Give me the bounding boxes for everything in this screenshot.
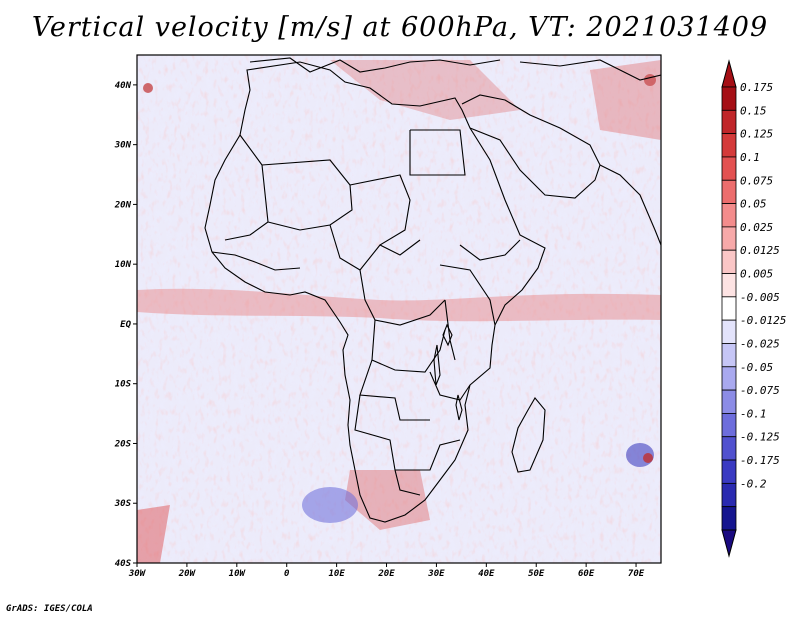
lat-tick-label: 20N [114, 200, 132, 210]
colorbar-swatch [721, 86, 737, 111]
lon-tick-label: 50E [528, 569, 545, 579]
colorbar-label: -0.125 [740, 431, 780, 444]
map-frame [136, 54, 662, 564]
colorbar-swatch [721, 436, 737, 461]
colorbar-label: 0.075 [740, 174, 773, 187]
lat-tick-label: 30N [114, 141, 132, 151]
colorbar-swatch [721, 156, 737, 181]
colorbar: 0.175 0.15 0.125 0.1 0.075 0.05 0.025 0.0125 0.0… [721, 59, 786, 558]
colorbar-label: 0.175 [740, 81, 773, 94]
lon-tick-label: 60E [578, 569, 595, 579]
colorbar-swatch [721, 109, 737, 135]
colorbar-label: -0.0125 [740, 314, 786, 327]
lat-tick-label: 40N [115, 81, 132, 91]
lat-tick-label: 40S [115, 559, 132, 569]
colorbar-label: 0.125 [740, 128, 773, 141]
colorbar-label: -0.05 [740, 361, 773, 374]
lon-tick-label: 20E [377, 569, 395, 579]
colorbar-top-arrow [721, 59, 737, 88]
colorbar-swatch [721, 459, 737, 484]
lon-tick-label: 20W [178, 569, 197, 579]
lat-tick-label: 10N [115, 260, 132, 270]
latitude-axis: 40N 30N 20N 10N EQ 10S 20S 30S 40S [114, 81, 137, 569]
lat-tick-label: 10S [115, 380, 132, 390]
lat-tick-label: 20S [114, 439, 132, 449]
colorbar-label: -0.025 [740, 337, 780, 350]
colorbar-bottom-arrow [721, 529, 737, 558]
colorbar-swatch [721, 413, 737, 438]
colorbar-swatch [721, 319, 737, 344]
lon-tick-label: 0 [284, 569, 290, 579]
lon-tick-label: 30W [128, 569, 147, 579]
colorbar-swatch [721, 366, 737, 391]
velocity-field [137, 55, 661, 563]
colorbar-swatch [721, 203, 737, 228]
colorbar-label: -0.005 [740, 291, 780, 304]
colorbar-label: 0.05 [740, 198, 767, 211]
lon-tick-label: 10E [328, 569, 345, 579]
colorbar-swatch [721, 179, 737, 204]
colorbar-label: -0.075 [740, 384, 780, 397]
colorbar-swatch [721, 273, 737, 298]
grads-credit: GrADS: IGES/COLA [6, 604, 93, 614]
colorbar-swatch [721, 506, 737, 531]
colorbar-swatch [721, 226, 737, 251]
longitude-axis: 30W 20W 10W 0 10E 20E 30E 40E 50E 60E 70E [128, 563, 645, 579]
lon-tick-label: 10W [229, 569, 247, 579]
lon-tick-label: 30E [427, 569, 445, 579]
colorbar-label: 0.15 [740, 104, 767, 117]
coastlines [204, 57, 661, 523]
lat-tick-label: EQ [120, 320, 131, 330]
colorbar-label: -0.175 [740, 454, 780, 467]
colorbar-label: -0.2 [740, 477, 767, 490]
colorbar-label: 0.1 [740, 151, 760, 164]
colorbar-label: 0.005 [740, 268, 773, 281]
colorbar-swatch [721, 249, 737, 274]
colorbar-label: -0.1 [740, 407, 767, 420]
lon-tick-label: 40E [478, 569, 495, 579]
colorbar-swatch [721, 133, 737, 158]
map-title: Vertical velocity [m/s] at 600hPa, VT: 2… [31, 12, 769, 43]
colorbar-label: 0.0125 [740, 244, 780, 257]
lat-tick-label: 30S [114, 499, 132, 509]
colorbar-swatch [721, 296, 737, 321]
lon-tick-label: 70E [628, 569, 645, 579]
colorbar-swatch [721, 482, 737, 508]
colorbar-label: 0.025 [740, 221, 773, 234]
colorbar-swatch [721, 343, 737, 368]
colorbar-swatch [721, 389, 737, 414]
